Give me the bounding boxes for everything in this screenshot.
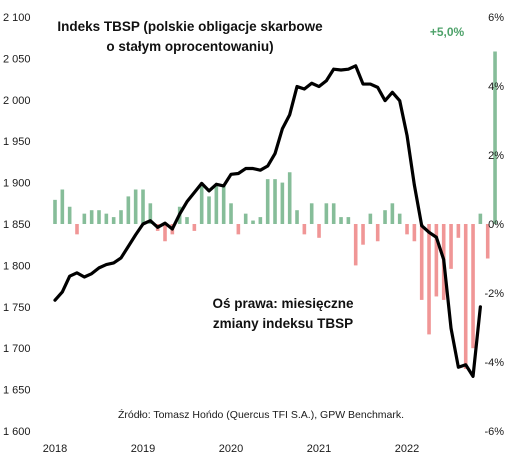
bar-month-27 (251, 220, 255, 224)
bar-month-3 (75, 224, 79, 235)
bar-month-28 (258, 217, 263, 224)
bar-month-55 (456, 224, 461, 238)
bar-month-38 (331, 203, 336, 224)
bar-month-11 (133, 189, 138, 224)
tbsp-index-line (53, 64, 482, 378)
right-tick-6: 6% (488, 12, 504, 24)
bar-month-37 (324, 203, 329, 224)
right-axis-note-line-1: Oś prawa: miesięczne (212, 296, 354, 311)
bar-month-54 (449, 224, 453, 269)
left-tick-7: 1 950 (3, 136, 31, 148)
left-tick-1: 1 650 (3, 385, 31, 397)
right-tick-3: 0% (488, 219, 504, 231)
x-tick-2019: 2019 (131, 443, 155, 455)
bar-month-4 (82, 213, 87, 224)
x-tick-2021: 2021 (307, 443, 331, 455)
bar-month-46 (390, 203, 395, 224)
bar-month-29 (265, 179, 270, 224)
bar-month-42 (361, 224, 365, 245)
right-tick-4: 2% (488, 150, 504, 162)
bar-month-52 (434, 224, 439, 297)
bar-month-49 (412, 224, 417, 242)
bar-month-57 (471, 224, 475, 349)
last-bar-data-label: +5,0% (430, 25, 465, 39)
x-tick-2018: 2018 (43, 443, 67, 455)
bar-month-9 (119, 210, 123, 224)
left-tick-9: 2 050 (3, 53, 31, 65)
x-tick-2020: 2020 (219, 443, 243, 455)
bar-month-58 (478, 213, 483, 224)
bar-month-23 (221, 186, 226, 224)
bar-month-45 (383, 210, 387, 224)
bar-month-21 (207, 196, 211, 224)
bar-month-33 (295, 210, 299, 224)
bar-month-43 (368, 213, 373, 224)
left-tick-5: 1 850 (3, 219, 31, 231)
line-layer (53, 64, 482, 378)
bar-month-12 (141, 189, 145, 224)
bar-month-51 (427, 224, 431, 335)
bar-month-48 (405, 224, 409, 235)
bar-month-34 (302, 224, 307, 235)
bar-month-5 (89, 210, 94, 224)
bar-month-24 (229, 203, 233, 224)
bar-month-60 (493, 51, 497, 224)
bars-layer (53, 51, 497, 369)
bar-month-19 (192, 224, 197, 231)
left-tick-10: 2 100 (3, 12, 31, 24)
bar-month-25 (236, 224, 241, 235)
right-tick-1: -4% (484, 357, 504, 369)
right-axis-note-line-2: zmiany indeksu TBSP (213, 316, 353, 331)
bar-month-26 (243, 213, 248, 224)
bar-month-6 (97, 210, 101, 224)
bar-month-7 (104, 213, 109, 224)
bar-month-59 (485, 224, 490, 259)
bar-month-2 (67, 206, 72, 224)
source-note: Źródło: Tomasz Hońdo (Quercus TFI S.A.),… (118, 408, 404, 421)
right-axis-ticks: -6% -4% -2% 0% 2% 4% 6% (484, 12, 504, 438)
bar-month-47 (397, 213, 402, 224)
x-tick-2022: 2022 (395, 443, 419, 455)
bar-month-36 (317, 224, 321, 238)
x-axis-ticks: 2018 2019 2020 2021 2022 (43, 443, 419, 455)
bar-month-39 (339, 217, 343, 224)
right-tick-2: -2% (484, 288, 504, 300)
bar-month-0 (53, 199, 57, 224)
bar-month-41 (353, 224, 358, 266)
bar-month-35 (309, 203, 314, 224)
bar-month-31 (280, 182, 285, 224)
bar-month-30 (273, 179, 277, 224)
bar-month-13 (148, 203, 153, 224)
left-tick-3: 1 750 (3, 302, 31, 314)
bar-month-32 (287, 172, 292, 224)
bar-month-15 (163, 224, 167, 242)
left-tick-0: 1 600 (3, 426, 31, 438)
right-tick-0: -6% (484, 426, 504, 438)
bar-month-10 (126, 196, 131, 224)
bar-month-40 (346, 217, 351, 224)
bar-month-8 (111, 217, 116, 224)
left-tick-6: 1 900 (3, 178, 31, 190)
bar-month-18 (185, 217, 189, 224)
chart-title-line-1: Indeks TBSP (polskie obligacje skarbowe (57, 19, 323, 34)
bar-month-56 (463, 224, 468, 369)
bar-month-1 (60, 189, 65, 224)
left-tick-8: 2 000 (3, 95, 31, 107)
right-tick-5: 4% (488, 81, 504, 93)
chart-title-line-2: o stałym oprocentowaniu) (106, 39, 273, 54)
bar-month-44 (375, 224, 380, 242)
left-axis-ticks: 1 600 1 650 1 700 1 750 1 800 1 850 1 900 1 950… (3, 12, 31, 438)
bar-month-50 (419, 224, 424, 300)
bar-month-20 (199, 182, 204, 224)
left-tick-2: 1 700 (3, 343, 31, 355)
left-tick-4: 1 800 (3, 260, 31, 272)
bar-month-22 (214, 186, 219, 224)
